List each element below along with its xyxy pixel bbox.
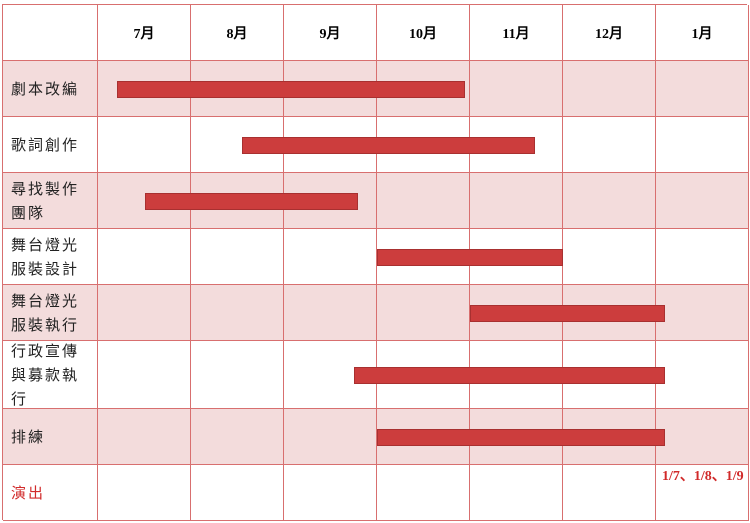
task-label: 劇本改編 [3,61,98,117]
header-corner-cell [3,5,98,61]
task-bar [377,249,563,266]
grid-cell [563,61,656,117]
grid-cell [98,409,191,465]
grid-cell [191,285,284,341]
grid-cell [284,285,377,341]
gantt-chart: 7月 8月 9月 10月 11月 12月 1月劇本改編 歌詞創作 尋找製作團隊 舞台燈光服裝設計舞… [2,4,749,521]
month-header: 10月 [377,5,470,61]
month-header: 8月 [191,5,284,61]
month-header: 9月 [284,5,377,61]
grid-cell [191,117,284,173]
task-bar [470,305,666,322]
grid-cell [563,465,656,521]
grid-cell [98,285,191,341]
task-label: 排練 [3,409,98,465]
grid-cell [98,465,191,521]
task-label: 舞台燈光服裝設計 [3,229,98,285]
grid-cell [98,341,191,409]
grid-cell [377,173,470,229]
grid-cell [284,409,377,465]
task-bar [242,137,536,154]
grid-cell [656,341,749,409]
grid-cell [284,229,377,285]
grid-cell [656,229,749,285]
grid-cell [656,409,749,465]
task-bar [353,367,666,384]
grid-cell [470,173,563,229]
grid-cell [563,173,656,229]
grid-cell [98,117,191,173]
grid-cell [470,465,563,521]
month-header: 11月 [470,5,563,61]
month-header: 12月 [563,5,656,61]
grid-cell [98,229,191,285]
grid-cell [656,285,749,341]
milestone-label: 演出 [3,465,98,521]
performance-dates: 1/7、1/8、1/9 [662,469,744,484]
grid-cell [191,465,284,521]
task-label: 舞台燈光服裝執行 [3,285,98,341]
grid-cell [284,465,377,521]
grid-cell [191,229,284,285]
task-label: 行政宣傳與募款執行 [3,341,98,409]
grid-cell [470,61,563,117]
grid-cell [191,409,284,465]
month-header: 7月 [98,5,191,61]
task-bar [377,429,666,446]
task-label: 歌詞創作 [3,117,98,173]
grid-cell [656,117,749,173]
task-bar [116,81,466,98]
grid-cell [377,285,470,341]
grid-cell [563,229,656,285]
grid-cell [656,61,749,117]
grid-cell [563,117,656,173]
task-bar [144,193,359,210]
grid-cell [656,465,749,521]
task-label: 尋找製作團隊 [3,173,98,229]
grid-cell [191,341,284,409]
grid-cell [377,465,470,521]
grid-cell [656,173,749,229]
month-header: 1月 [656,5,749,61]
